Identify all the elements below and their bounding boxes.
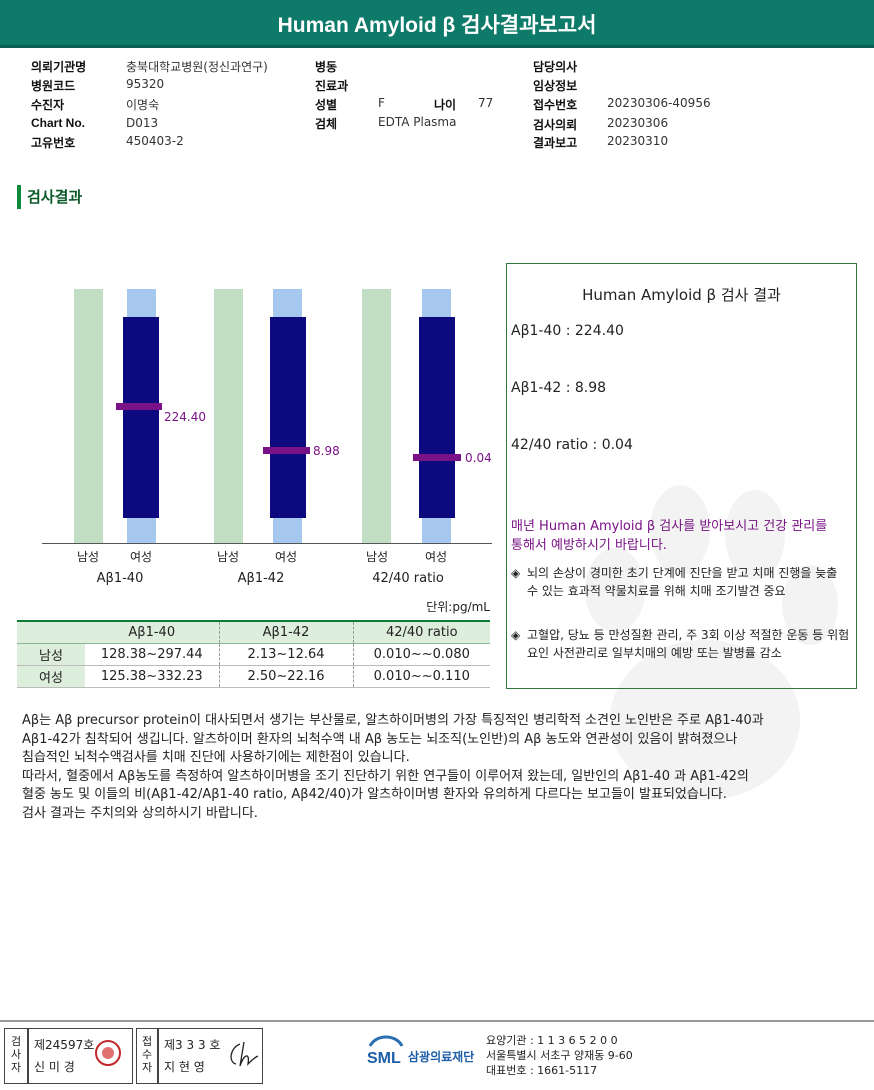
table-header-cell [17,620,85,644]
svg-text:SML: SML [367,1050,401,1067]
table-row: 여성 125.38~332.23 2.50~22.16 0.010~~0.110 [17,665,490,688]
tester-name: 신 미 경 [34,1060,75,1074]
bullet-text: 고혈압, 당뇨 등 만성질환 관리, 주 3회 이상 적절한 운동 등 위험요인… [527,628,850,660]
info-receipt-no: 접수번호 20230306-40956 [533,96,711,112]
patient-marker [116,403,162,410]
table-header-cell: Aβ1-40 [85,620,219,644]
result-box-title: Human Amyloid β 검사 결과 [582,286,781,304]
reference-range-table: Aβ1-40 Aβ1-42 42/40 ratio 남성 128.38~297.… [17,620,490,688]
seal-stamp-icon [95,1040,121,1066]
diamond-bullet-icon: ◈ [511,566,521,580]
female-abnormal-bar [419,317,455,518]
tick-label-female: 여성 [274,550,298,564]
table-cell: 125.38~332.23 [85,665,219,688]
reviewer-number: 제3 3 3 호 [164,1038,221,1052]
info-department: 진료과 [315,79,349,93]
reviewer-label-box: 접수자 [136,1028,158,1084]
result-ab40: Aβ1-40 : 224.40 [511,323,624,339]
tester-label: 검사자 [10,1035,22,1074]
info-sex: 성별 F [315,96,385,112]
info-test-request: 검사의뢰 20230306 [533,116,669,132]
group-label: Aβ1-40 [96,571,144,586]
footer-divider [0,1020,874,1022]
table-row: 남성 128.38~297.44 2.13~12.64 0.010~~0.080 [17,643,490,666]
table-cell: 128.38~297.44 [85,643,219,666]
patient-marker [263,447,310,454]
info-attending-doctor: 담당의사 [533,60,578,74]
table-header-cell: 42/40 ratio [352,620,490,644]
title-bar [0,0,874,48]
sml-logo-icon: SML [367,1035,404,1067]
tester-number: 제24597호 [34,1038,95,1052]
section-marker [17,185,21,209]
table-row-head: 여성 [17,665,85,688]
male-normal-bar [74,289,103,544]
table-header-cell: Aβ1-42 [218,620,353,644]
result-bullet: ◈ 고혈압, 당뇨 등 만성질환 관리, 주 3회 이상 적절한 운동 등 위험요… [511,626,856,662]
signature-icon [230,1041,259,1067]
female-abnormal-bar [270,317,306,518]
reviewer-box [158,1028,263,1084]
patient-value-label: 224.40 [164,410,206,424]
bullet-text: 뇌의 손상이 경미한 초기 단계에 진단을 받고 치매 진행을 늦출 수 있는 … [527,566,837,598]
paw-watermark-icon [585,485,838,800]
info-chart-no: Chart No. D013 [31,116,159,130]
result-ratio: 42/40 ratio : 0.04 [511,437,633,453]
org-name: 삼광의료재단 [408,1050,475,1064]
section-title: 검사결과 [27,188,83,206]
table-cell: 0.010~~0.080 [352,643,490,666]
report-title: Human Amyloid β 검사결과보고서 [277,14,597,37]
group-label: Aβ1-42 [237,571,285,586]
chart-baseline [42,543,492,544]
unit-label: 단위:pg/mL [426,600,490,614]
patient-value-label: 8.98 [313,444,340,458]
tick-label-female: 여성 [424,550,448,564]
tester-box [28,1028,133,1084]
table-row-head: 남성 [17,643,85,666]
tick-label-female: 여성 [129,550,153,564]
lab-info: 요양기관 : 1 1 3 6 5 2 0 0 서울특별시 서초구 양재동 9-6… [486,1034,633,1077]
sml-logo: SML 삼광의료재단 [366,1032,474,1072]
female-abnormal-bar [123,317,159,518]
group-label: 42/40 ratio [372,571,444,586]
tick-label-male: 남성 [365,550,389,564]
info-hospital-code: 병원코드 95320 [31,77,165,93]
table-cell: 2.50~22.16 [218,665,353,688]
description-text: Aβ는 Aβ precursor protein이 대사되면서 생기는 부산물로… [22,713,764,821]
info-result-report: 결과보고 20230310 [533,134,669,150]
male-normal-bar [362,289,391,544]
tester-label-box: 검사자 [4,1028,28,1084]
info-specimen: 검체 EDTA Plasma [315,115,457,131]
patient-value-label: 0.04 [465,451,492,465]
result-summary-box: Human Amyloid β 검사 결과 Aβ1-40 : 224.40 Aβ… [506,263,857,689]
male-normal-bar [214,289,243,544]
info-clinical-info: 임상정보 [533,79,578,93]
table-cell: 0.010~~0.110 [352,665,490,688]
tick-label-male: 남성 [76,550,100,564]
info-unique-id: 고유번호 450403-2 [31,134,184,150]
reviewer-name: 지 현 영 [164,1060,205,1074]
tick-label-male: 남성 [216,550,240,564]
diamond-bullet-icon: ◈ [511,628,521,642]
result-recommendation: 매년 Human Amyloid β 검사를 받아보시고 건강 관리를 통해서 … [511,519,828,553]
info-ward: 병동 [315,60,338,74]
result-ab42: Aβ1-42 : 8.98 [511,380,607,396]
table-cell: 2.13~12.64 [218,643,353,666]
info-requesting-institution: 의뢰기관명 충북대학교병원(정신과연구) [31,60,268,74]
result-bullet: ◈ 뇌의 손상이 경미한 초기 단계에 진단을 받고 치매 진행을 늦출 수 있는… [511,564,856,600]
table-header-row: Aβ1-40 Aβ1-42 42/40 ratio [17,620,490,644]
info-patient-name: 수진자 이명숙 [31,98,160,112]
patient-marker [413,454,461,461]
info-age: 나이 77 [434,96,494,112]
reviewer-label: 접수자 [141,1035,153,1074]
